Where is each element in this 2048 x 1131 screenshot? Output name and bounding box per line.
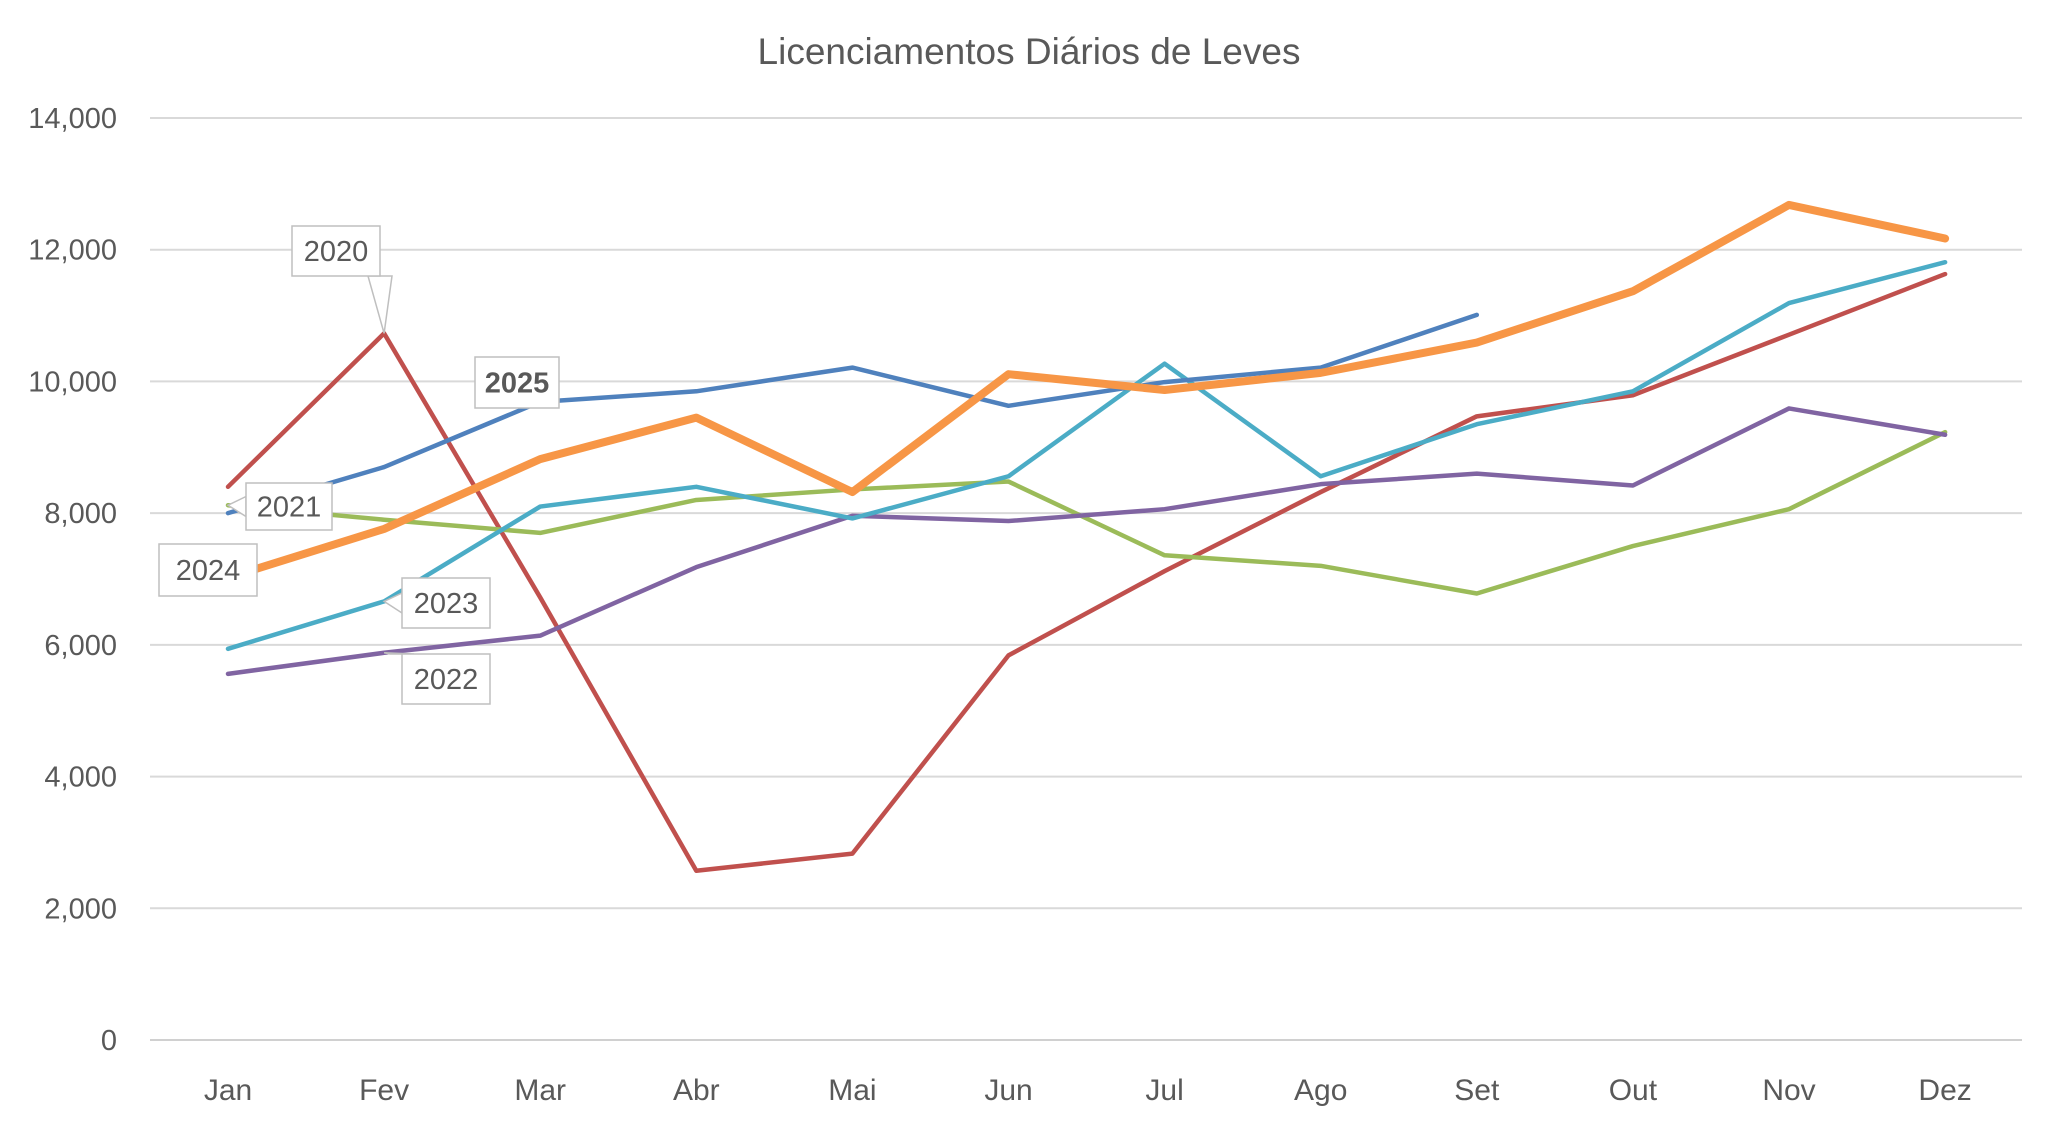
series-line-2025	[225, 312, 1480, 516]
x-tick-label: Nov	[1762, 1074, 1815, 1107]
y-tick-label: 12,000	[28, 235, 117, 267]
label-box	[401, 653, 491, 705]
y-tick-label: 8,000	[44, 498, 117, 530]
label-text: 2023	[414, 588, 479, 620]
x-tick-label: Out	[1609, 1074, 1658, 1107]
label-box	[401, 577, 491, 629]
y-tick-label: 6,000	[44, 630, 117, 662]
chart-title: Licenciamentos Diários de Leves	[758, 31, 1301, 72]
x-tick-label: Dez	[1918, 1074, 1971, 1107]
series-line-2023	[225, 259, 1948, 652]
y-axis: 0 2,000 4,000 6,000 8,000 10,000 12,000 14,000	[28, 103, 117, 1057]
label-text: 2024	[176, 555, 241, 587]
x-axis: Jan Fev Mar Abr Mai Jun Jul Ago Set Out Nov Dez	[204, 1074, 1972, 1107]
x-tick-label: Jan	[204, 1074, 252, 1107]
data-label-2022: 2022	[383, 652, 491, 705]
x-tick-label: Set	[1454, 1074, 1500, 1107]
label-text: 2025	[485, 368, 550, 400]
x-tick-label: Fev	[359, 1074, 409, 1107]
y-tick-label: 0	[101, 1025, 117, 1057]
label-text: 2022	[414, 664, 479, 696]
series-line-2021	[225, 429, 1948, 596]
data-label-2020: 2020	[291, 225, 393, 334]
series-line-2024	[224, 200, 1950, 582]
x-tick-label: Ago	[1294, 1074, 1347, 1107]
x-tick-label: Jul	[1145, 1074, 1183, 1107]
y-tick-label: 2,000	[44, 893, 117, 925]
label-box	[291, 225, 381, 277]
label-text: 2021	[257, 492, 322, 524]
label-box	[158, 543, 258, 597]
data-label-2021: 2021	[226, 482, 333, 531]
label-text: 2020	[304, 236, 369, 268]
y-tick-label: 10,000	[28, 366, 117, 398]
data-label-2025: 2025	[474, 356, 560, 409]
label-leader	[367, 275, 393, 334]
x-tick-label: Abr	[673, 1074, 720, 1107]
series-line-2020	[225, 271, 1948, 873]
series-line-2022	[225, 406, 1948, 677]
label-box	[245, 482, 333, 531]
x-tick-label: Mai	[828, 1074, 876, 1107]
x-tick-label: Mar	[514, 1074, 566, 1107]
data-label-2024: 2024	[158, 543, 258, 597]
x-tick-label: Jun	[984, 1074, 1032, 1107]
y-tick-label: 4,000	[44, 762, 117, 794]
series-lines	[224, 200, 1950, 873]
y-tick-label: 14,000	[28, 103, 117, 135]
series-labels: 2020 2021 2022 2023 2024 2025	[158, 225, 560, 705]
label-box	[474, 356, 560, 409]
data-label-2023: 2023	[382, 577, 491, 629]
